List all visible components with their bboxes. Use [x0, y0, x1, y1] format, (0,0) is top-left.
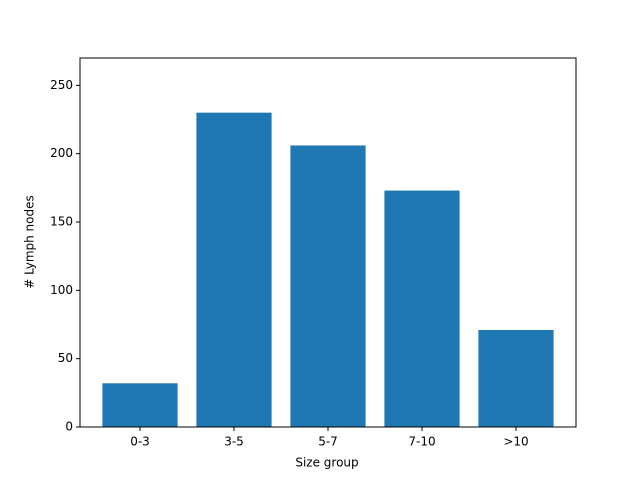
bar: [102, 383, 178, 427]
bar: [384, 190, 460, 427]
bar: [196, 112, 272, 428]
bar: [478, 329, 554, 427]
y-tick-label: 200: [50, 146, 73, 160]
x-axis-label: Size group: [295, 456, 358, 470]
y-tick-label: 250: [50, 78, 73, 92]
y-tick-label: 0: [65, 420, 73, 434]
x-tick-label: 5-7: [318, 435, 338, 449]
axes-frame: [79, 57, 577, 428]
x-tick-label: 7-10: [408, 435, 435, 449]
y-tick-label: 150: [50, 215, 73, 229]
x-tick-label: >10: [503, 435, 528, 449]
y-axis-label: # Lymph nodes: [23, 195, 37, 288]
bar: [290, 145, 366, 427]
y-tick-label: 100: [50, 283, 73, 297]
x-tick-label: 0-3: [130, 435, 150, 449]
y-tick-label: 50: [58, 351, 73, 365]
x-tick-label: 3-5: [224, 435, 244, 449]
